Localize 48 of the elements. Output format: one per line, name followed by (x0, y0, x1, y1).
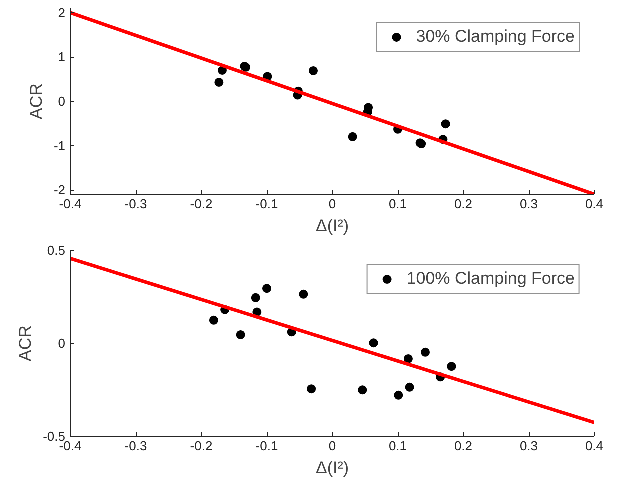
x-axis-title: Δ(I²) (316, 216, 350, 236)
x-axis-title: Δ(I²) (316, 458, 350, 478)
point (369, 338, 378, 348)
legend-label: 30% Clamping Force (416, 27, 575, 47)
point (441, 120, 450, 129)
y-tick-label: 1 (58, 50, 66, 65)
y-axis-title: ACR (16, 326, 36, 362)
y-tick-label: 0 (58, 336, 66, 351)
point (405, 382, 414, 392)
x-tick-label: 0.3 (520, 196, 538, 212)
x-tick-label: 0.2 (454, 196, 473, 212)
x-tick-label: -0.1 (256, 438, 278, 454)
x-tick-label: -0.3 (124, 438, 148, 454)
point (358, 386, 368, 395)
y-tick-label: 0.5 (47, 243, 66, 258)
point (214, 78, 224, 87)
y-tick-label: -2 (54, 182, 66, 198)
x-tick-label: 0.3 (520, 438, 538, 454)
x-tick-label: 0.4 (585, 196, 604, 212)
x-tick-label: -0.2 (190, 196, 213, 212)
x-tick-label: -0.2 (190, 438, 213, 454)
point (307, 384, 316, 394)
point (309, 66, 318, 76)
point (394, 390, 404, 400)
point (236, 330, 246, 340)
x-tick-label: 0.2 (454, 438, 473, 454)
y-tick-label: 0 (58, 94, 66, 109)
x-tick-label: -0.1 (256, 196, 278, 212)
point (299, 290, 308, 299)
point (209, 316, 218, 325)
point (251, 293, 260, 302)
legend-label: 100% Clamping Force (406, 269, 575, 289)
y-tick-label: -0.5 (43, 429, 66, 444)
point (262, 284, 272, 294)
point (404, 354, 413, 364)
x-tick-label: 0 (328, 196, 336, 212)
x-tick-label: 0.4 (585, 438, 604, 454)
x-tick-label: 0 (328, 438, 336, 454)
point (421, 348, 430, 357)
y-axis-title: ACR (26, 84, 46, 120)
x-tick-label: -0.4 (59, 196, 82, 212)
y-tick-label: 2 (58, 5, 66, 20)
point (348, 132, 358, 142)
x-tick-label: 0.1 (388, 196, 408, 212)
point (447, 362, 456, 372)
y-tick-label: -1 (54, 138, 66, 154)
x-tick-label: 0.1 (388, 438, 408, 454)
x-tick-label: -0.3 (124, 196, 148, 212)
